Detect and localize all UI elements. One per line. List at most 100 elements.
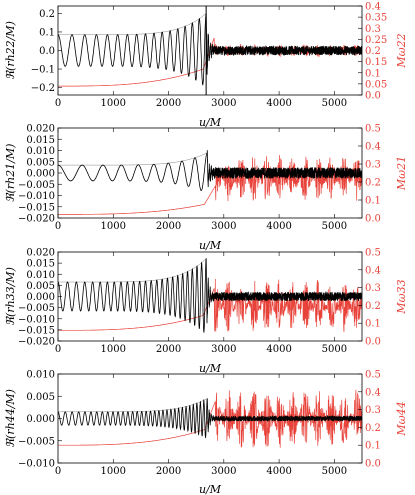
x-axis-label: u/M: [199, 239, 222, 252]
x-tick-label: 3000: [211, 344, 236, 355]
y-axis-label-right: Mω22: [395, 33, 408, 68]
y-tick-label-right: 0.4: [365, 387, 381, 398]
strain-series-h33: [58, 258, 362, 334]
y-tick-label-left: 0.010: [26, 146, 55, 157]
y-tick-label-right: 0.5: [365, 124, 381, 135]
y-tick-label-right: 0.2: [365, 178, 381, 189]
y-tick-label-right: 0.5: [365, 370, 381, 381]
x-tick-label: 5000: [322, 98, 347, 109]
x-tick-label: 2000: [156, 466, 181, 477]
y-tick-label-left: 0.020: [26, 248, 55, 259]
x-tick-label: 4000: [266, 221, 291, 232]
strain-series-h22: [58, 13, 362, 86]
y-tick-label-left: 0.2: [39, 9, 55, 20]
x-tick-label: 0: [55, 221, 61, 232]
plot-area: [58, 389, 362, 448]
y-tick-label-right: 0.15: [365, 57, 387, 68]
y-tick-label-right: 0.3: [365, 24, 381, 35]
y-tick-label-left: 0.000: [26, 292, 55, 303]
y-tick-label-right: 0.25: [365, 35, 387, 46]
y-tick-label-right: 0.2: [365, 301, 381, 312]
y-tick-label-right: 0.0: [365, 91, 381, 102]
panel-h22: 0 1000 2000 3000 4000 5000 0.2 0.1 0.0 −0.1 −0.2 0.…: [4, 2, 408, 130]
x-tick-label: 3000: [211, 466, 236, 477]
x-axis-label: u/M: [199, 116, 222, 129]
strain-envelope-h44: [58, 398, 208, 412]
y-tick-label-left: −0.005: [18, 303, 55, 314]
y-tick-label-left: 0.000: [26, 169, 55, 180]
y-tick-label-right: 0.1: [365, 68, 381, 79]
y-tick-label-right: 0.0: [365, 214, 381, 225]
x-tick-label: 3000: [211, 221, 236, 232]
y-tick-label-right: 0.0: [365, 459, 381, 470]
strain-envelope-h33: [58, 258, 207, 283]
plot-area: [58, 150, 362, 215]
y-tick-label-left: −0.2: [31, 83, 55, 94]
panel-h21: 0 1000 2000 3000 4000 50000.0200.0150.0100.00…: [4, 124, 408, 253]
frequency-series-h21: [58, 154, 362, 215]
panel-h44: 0 1000 2000 3000 4000 5000 0.010 0.005 0.000 −0.0…: [4, 370, 408, 495]
x-tick-label: 0: [55, 98, 61, 109]
y-tick-label-left: 0.000: [26, 414, 55, 425]
x-tick-label: 1000: [101, 466, 126, 477]
x-tick-label: 0: [55, 344, 61, 355]
y-tick-label-right: 0.4: [365, 265, 381, 276]
y-tick-label-right: 0.3: [365, 283, 381, 294]
x-tick-label: 4000: [266, 344, 291, 355]
x-tick-label: 2000: [156, 344, 181, 355]
x-axis-label: u/M: [199, 362, 222, 375]
y-tick-label-left: −0.010: [18, 314, 55, 325]
strain-series-h21: [58, 150, 362, 191]
y-tick-label-left: −0.1: [31, 65, 55, 76]
y-tick-label-right: 0.0: [365, 337, 381, 348]
strain-envelope-h22: [58, 13, 207, 35]
x-tick-label: 5000: [322, 344, 347, 355]
y-tick-label-left: 0.005: [26, 157, 55, 168]
y-tick-label-left: −0.020: [18, 214, 55, 225]
x-tick-label: 3000: [211, 98, 236, 109]
y-tick-label-right: 0.4: [365, 2, 381, 13]
y-tick-label-right: 0.2: [365, 46, 381, 57]
y-tick-label-left: −0.005: [18, 180, 55, 191]
y-tick-label-left: −0.005: [18, 436, 55, 447]
y-tick-label-left: 0.015: [26, 259, 55, 270]
y-tick-label-right: 0.35: [365, 13, 387, 24]
y-tick-label-left: −0.010: [18, 459, 55, 470]
y-tick-label-left: 0.005: [26, 392, 55, 403]
x-tick-label: 2000: [156, 98, 181, 109]
y-tick-label-left: 0.010: [26, 270, 55, 281]
y-axis-label-left: ℜ(rh21/M): [4, 144, 17, 203]
y-tick-label-right: 0.4: [365, 142, 381, 153]
y-tick-label-right: 0.3: [365, 405, 381, 416]
x-tick-label: 1000: [101, 344, 126, 355]
y-tick-label-right: 0.5: [365, 248, 381, 259]
strain-envelope-h21: [58, 152, 208, 166]
y-axis-label-left: ℜ(rh22/M): [4, 21, 17, 80]
plot-area: [58, 6, 362, 95]
plot-area: [58, 258, 362, 334]
y-tick-label-right: 0.3: [365, 160, 381, 171]
x-tick-label: 2000: [156, 221, 181, 232]
y-axis-label-right: Mω44: [395, 401, 408, 436]
y-tick-label-left: −0.015: [18, 325, 55, 336]
y-tick-label-left: 0.010: [26, 370, 55, 381]
x-tick-label: 5000: [322, 466, 347, 477]
y-tick-label-right: 0.1: [365, 196, 381, 207]
x-tick-label: 4000: [266, 98, 291, 109]
strain-series-h44: [58, 398, 362, 439]
x-tick-label: 5000: [322, 221, 347, 232]
x-axis-label: u/M: [199, 483, 222, 495]
y-axis-label-left: ℜ(rh33/M): [4, 267, 17, 326]
y-tick-label-left: 0.1: [39, 27, 55, 38]
y-tick-label-left: 0.020: [26, 124, 55, 135]
x-tick-label: 4000: [266, 466, 291, 477]
y-axis-label-left: ℜ(rh44/M): [4, 389, 17, 448]
y-axis-label-right: Mω33: [395, 279, 408, 314]
y-axis-label-right: Mω21: [395, 156, 408, 191]
x-tick-label: 0: [55, 466, 61, 477]
y-tick-label-right: 0.2: [365, 423, 381, 434]
y-tick-label-right: 0.05: [365, 79, 387, 90]
y-tick-label-left: 0.0: [39, 46, 55, 57]
x-tick-label: 1000: [101, 221, 126, 232]
